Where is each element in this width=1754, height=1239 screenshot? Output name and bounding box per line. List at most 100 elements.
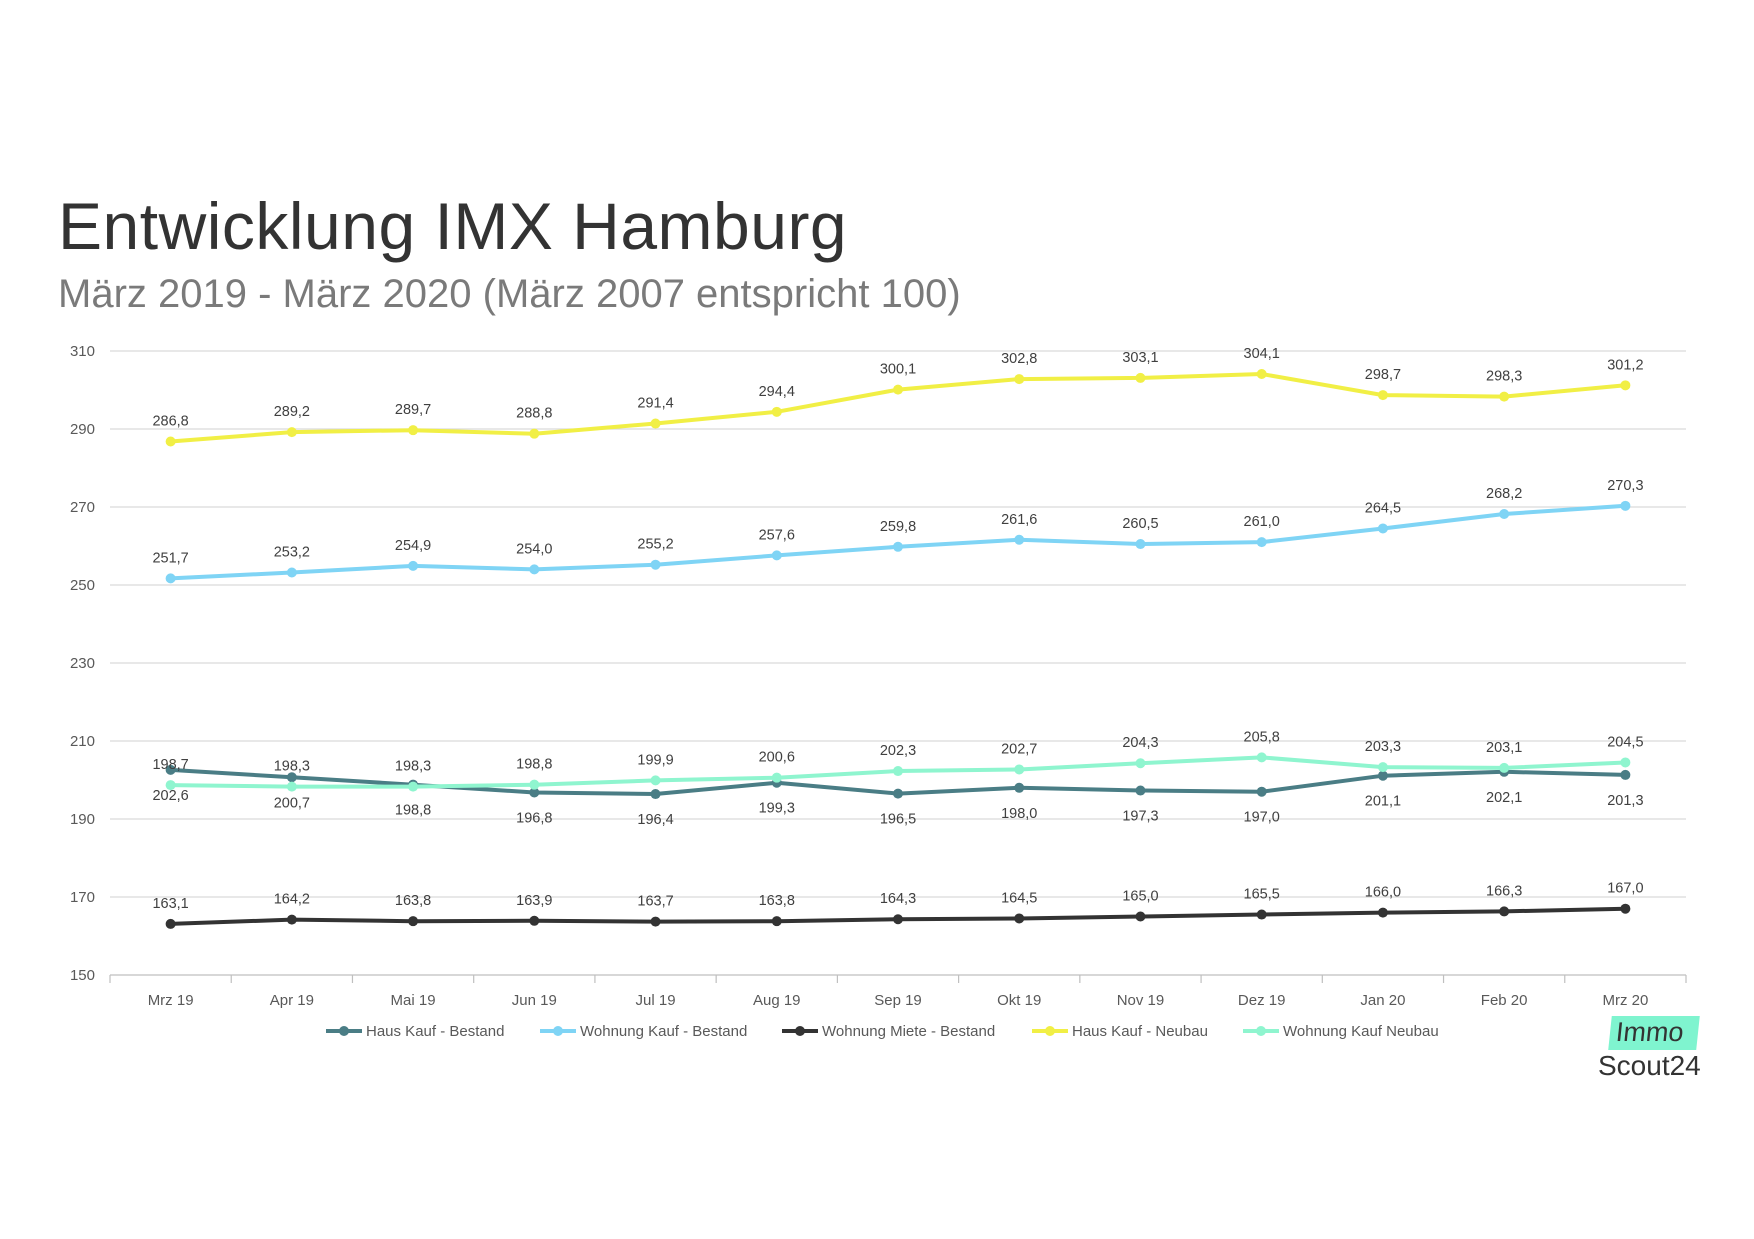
y-tick-label: 250 (70, 577, 95, 594)
legend-marker (1045, 1026, 1055, 1036)
legend-marker (553, 1026, 563, 1036)
data-point (165, 573, 176, 584)
data-point (286, 427, 297, 438)
data-label: 198,0 (1001, 806, 1037, 822)
x-tick-label: Jan 20 (1360, 992, 1405, 1009)
legend-entry: Wohnung Kauf - Bestand (580, 1023, 747, 1040)
chart-subtitle: März 2019 - März 2020 (März 2007 entspri… (58, 272, 961, 316)
data-point (165, 918, 176, 929)
data-point (1014, 534, 1025, 545)
data-point (650, 559, 661, 570)
data-point (1620, 500, 1631, 511)
data-point (650, 775, 661, 786)
data-label: 166,0 (1365, 885, 1401, 901)
legend-marker (1256, 1026, 1266, 1036)
y-tick-label: 230 (70, 655, 95, 672)
x-tick-label: Nov 19 (1117, 992, 1165, 1009)
data-label: 257,6 (759, 527, 795, 543)
data-label: 254,0 (516, 541, 552, 557)
data-point (1135, 911, 1146, 922)
data-point (1499, 906, 1510, 917)
data-point (529, 779, 540, 790)
data-point (771, 406, 782, 417)
data-label: 294,4 (759, 384, 795, 400)
data-label: 196,4 (637, 812, 673, 828)
legend: Haus Kauf - Bestand Wohnung Kauf - Bestan… (326, 1023, 1439, 1040)
data-label: 261,6 (1001, 512, 1037, 528)
data-label: 253,2 (274, 545, 310, 561)
data-label: 254,9 (395, 538, 431, 554)
data-label: 291,4 (637, 396, 673, 412)
series-group (165, 369, 1631, 929)
data-label: 270,3 (1607, 478, 1643, 494)
data-point (1620, 380, 1631, 391)
data-point (286, 567, 297, 578)
data-label: 198,7 (152, 757, 188, 773)
data-point (165, 764, 176, 775)
data-label: 201,1 (1365, 794, 1401, 810)
data-point (771, 772, 782, 783)
data-label: 301,2 (1607, 357, 1643, 373)
data-label: 164,2 (274, 892, 310, 908)
data-label: 268,2 (1486, 486, 1522, 502)
data-point (1256, 786, 1267, 797)
data-label: 264,5 (1365, 500, 1401, 516)
data-label: 259,8 (880, 519, 916, 535)
data-point (1377, 523, 1388, 534)
data-label: 303,1 (1122, 350, 1158, 366)
legend-entry: Wohnung Kauf Neubau (1283, 1023, 1439, 1040)
x-tick-label: Sep 19 (874, 992, 922, 1009)
y-tick-label: 290 (70, 421, 95, 438)
series-line-3 (168, 372, 1628, 444)
data-point (286, 781, 297, 792)
data-label: 288,8 (516, 406, 552, 422)
data-label: 202,3 (880, 743, 916, 759)
x-tick-label: Mrz 20 (1602, 992, 1648, 1009)
legend-marker (339, 1026, 349, 1036)
data-point (650, 916, 661, 927)
data-label: 203,3 (1365, 739, 1401, 755)
y-tick-label: 210 (70, 733, 95, 750)
data-label: 163,8 (759, 893, 795, 909)
data-point (286, 772, 297, 783)
data-point (1377, 907, 1388, 918)
data-label: 298,7 (1365, 367, 1401, 383)
data-point (1014, 764, 1025, 775)
logo-immo: Immo (1608, 1016, 1700, 1050)
data-point (1014, 913, 1025, 924)
data-label: 199,9 (637, 752, 673, 768)
data-label: 163,9 (516, 893, 552, 909)
data-point (408, 425, 419, 436)
data-point (893, 766, 903, 777)
data-label: 204,3 (1122, 735, 1158, 751)
data-label: 202,1 (1486, 790, 1522, 806)
grid-lines (110, 350, 1686, 976)
data-point (408, 560, 419, 571)
x-tick-label: Dez 19 (1238, 992, 1286, 1009)
data-label: 300,1 (880, 362, 916, 378)
x-tick-label: Jul 19 (636, 992, 676, 1009)
data-label: 166,3 (1486, 883, 1522, 899)
immoscout24-logo: Immo Scout24 (1598, 1016, 1718, 1086)
chart-title: Entwicklung IMX Hamburg (58, 189, 848, 263)
data-point (1256, 909, 1267, 920)
data-point (1135, 372, 1146, 383)
y-tick-label: 150 (70, 967, 95, 984)
data-point (1377, 770, 1388, 781)
data-label: 202,7 (1001, 741, 1037, 757)
data-point (286, 914, 297, 925)
data-point (893, 788, 903, 799)
data-point (1620, 769, 1631, 780)
data-label: 163,1 (152, 896, 188, 912)
data-label: 165,0 (1122, 889, 1158, 905)
data-point (650, 418, 661, 429)
data-label: 167,0 (1607, 881, 1643, 897)
data-label: 197,3 (1122, 809, 1158, 825)
y-axis: 150 170 190 210 230 250 270 290 310 (70, 343, 95, 984)
data-label: 251,7 (152, 550, 188, 566)
data-point (1499, 391, 1510, 402)
data-label: 198,8 (395, 803, 431, 819)
data-point (1620, 903, 1631, 914)
y-tick-label: 270 (70, 499, 95, 516)
data-label: 197,0 (1244, 810, 1280, 826)
